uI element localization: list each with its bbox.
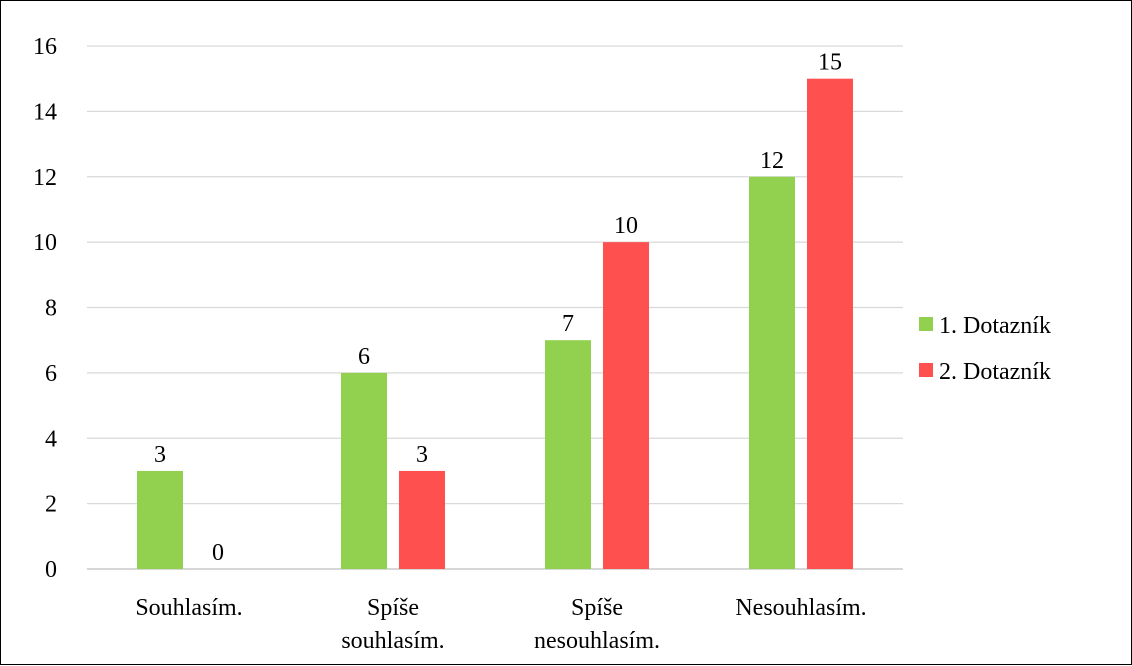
- y-tick-label: 2: [45, 492, 57, 518]
- data-label: 10: [614, 213, 638, 239]
- category-label: Spíše: [367, 595, 419, 621]
- data-labels: 3 0 6 3 7 10 12 15: [154, 50, 842, 566]
- y-tick-label: 8: [45, 296, 57, 322]
- y-tick-label: 0: [45, 557, 57, 583]
- category-label: Nesouhlasím.: [735, 595, 866, 621]
- legend-label: 1. Dotazník: [939, 313, 1051, 339]
- y-tick-label: 12: [33, 165, 57, 191]
- data-label: 3: [416, 442, 428, 468]
- x-axis: Souhlasím. Spíše souhlasím. Spíše nesouhlasí…: [135, 595, 866, 654]
- data-label: 3: [154, 442, 166, 468]
- y-tick-label: 14: [33, 99, 57, 125]
- bar: [341, 372, 387, 569]
- data-label: 0: [212, 540, 224, 566]
- category-label: souhlasím.: [341, 628, 444, 654]
- bar: [603, 242, 649, 569]
- bars: [137, 78, 853, 569]
- data-label: 6: [358, 344, 370, 370]
- bar: [749, 176, 795, 569]
- category-label: Souhlasím.: [135, 595, 242, 621]
- bar: [545, 340, 591, 569]
- data-label: 7: [562, 311, 574, 337]
- gridlines: [87, 45, 903, 570]
- y-tick-label: 6: [45, 361, 57, 387]
- category-label: nesouhlasím.: [534, 628, 660, 654]
- legend-label: 2. Dotazník: [939, 359, 1051, 385]
- bar: [399, 470, 445, 569]
- legend-swatch: [919, 317, 933, 331]
- data-label: 15: [818, 50, 842, 76]
- data-label: 12: [760, 148, 784, 174]
- legend: 1. Dotazník 2. Dotazník: [919, 313, 1051, 385]
- y-tick-label: 16: [33, 34, 57, 60]
- category-label: Spíše: [571, 595, 623, 621]
- y-axis: 0 2 4 6 8 10 12 14 16: [33, 34, 57, 583]
- legend-swatch: [919, 363, 933, 377]
- y-tick-label: 4: [45, 426, 57, 452]
- bar: [807, 78, 853, 569]
- bar: [137, 470, 183, 569]
- y-tick-label: 10: [33, 230, 57, 256]
